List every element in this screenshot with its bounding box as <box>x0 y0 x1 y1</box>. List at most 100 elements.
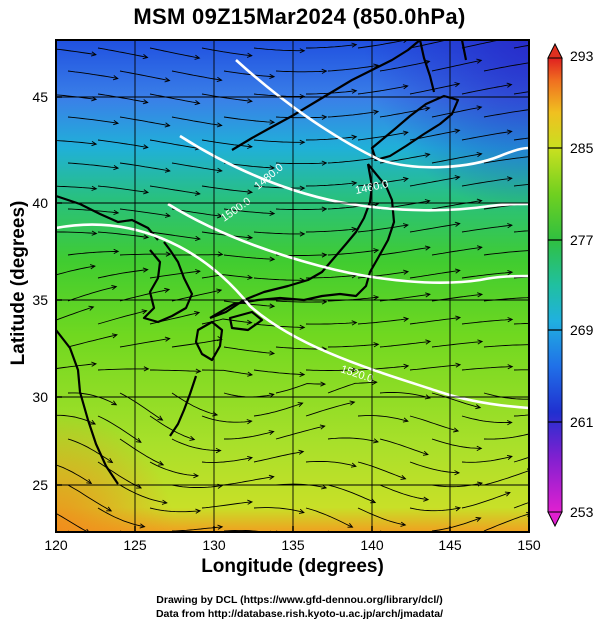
streamline <box>119 70 170 82</box>
streamline-arrow <box>90 51 97 57</box>
streamline <box>201 93 252 102</box>
streamline <box>119 253 171 256</box>
streamline-arrow <box>403 40 408 43</box>
y-tick-label: 45 <box>32 89 48 105</box>
streamline-arrow <box>143 234 150 240</box>
streamline-arrow <box>165 536 170 540</box>
streamline <box>409 507 461 512</box>
streamline-arrow <box>400 474 407 480</box>
streamline-arrow <box>349 400 356 406</box>
streamline <box>253 47 305 52</box>
streamline-arrow <box>90 419 97 425</box>
streamline <box>357 507 406 526</box>
coastline-honshu <box>209 163 396 320</box>
streamline <box>223 529 266 532</box>
streamline <box>67 530 71 532</box>
streamline <box>513 501 529 509</box>
streamline-arrow <box>351 88 358 94</box>
streamline-arrow <box>164 212 171 218</box>
streamline <box>56 48 96 56</box>
streamline <box>253 507 305 514</box>
colorbar-bottom-triangle <box>547 511 563 528</box>
streamline <box>431 392 481 409</box>
streamline <box>357 40 408 49</box>
streamline-arrow <box>247 455 253 462</box>
streamline <box>201 185 253 193</box>
streamline <box>253 277 305 281</box>
streamline <box>327 343 379 348</box>
streamline-arrow <box>194 190 201 196</box>
streamline <box>56 185 97 190</box>
streamline-arrow <box>247 234 254 241</box>
streamline-arrow <box>507 223 513 229</box>
streamline-arrow <box>113 209 120 216</box>
streamline-arrow <box>402 176 409 182</box>
streamline <box>201 457 253 463</box>
streamline-arrow <box>143 366 150 372</box>
streamline-arrow <box>351 180 358 186</box>
streamline <box>483 156 529 164</box>
x-tick-label: 145 <box>438 537 462 553</box>
streamline <box>253 369 305 376</box>
streamline-arrow <box>424 245 431 251</box>
streamline-arrow <box>582 347 587 351</box>
streamline <box>483 513 529 532</box>
streamline <box>513 91 529 95</box>
streamline <box>224 431 274 440</box>
streamline-arrow <box>455 315 462 321</box>
streamline-arrow <box>268 474 275 480</box>
streamline-arrow <box>247 274 254 280</box>
streamline <box>97 139 148 148</box>
streamline <box>461 455 513 463</box>
streamline-arrow <box>373 438 380 444</box>
streamline-arrow <box>425 535 430 539</box>
streamline-arrow <box>321 252 328 258</box>
streamline-arrow <box>320 381 327 387</box>
streamline-arrow <box>194 54 201 60</box>
streamline <box>306 274 357 279</box>
streamline-arrow <box>194 311 201 317</box>
streamline-arrow <box>476 198 483 204</box>
streamline-arrow <box>91 185 98 191</box>
streamline <box>56 94 97 100</box>
streamline-arrow <box>247 143 253 149</box>
streamline-arrow <box>247 98 253 104</box>
colorbar-tick-label: 285 <box>570 140 594 156</box>
streamline-arrow <box>321 68 328 74</box>
streamline <box>513 369 529 371</box>
streamline-arrow <box>373 248 380 254</box>
colorbar-tick-label: 269 <box>570 322 594 338</box>
streamline-arrow <box>142 144 149 150</box>
streamline <box>67 286 117 302</box>
streamline-arrow <box>142 99 149 105</box>
streamline <box>223 208 275 215</box>
streamline-arrow <box>164 336 171 342</box>
streamline-arrow <box>454 470 461 476</box>
streamline-arrow <box>581 531 586 535</box>
streamline-arrow <box>319 424 326 430</box>
streamline <box>305 136 357 141</box>
streamline <box>56 512 89 532</box>
streamline <box>275 116 327 119</box>
streamline <box>327 437 379 443</box>
streamline-arrow <box>454 221 461 227</box>
streamline <box>461 177 512 187</box>
streamline-arrow <box>402 417 409 423</box>
streamline-arrow <box>299 231 306 237</box>
streamline <box>305 228 357 233</box>
streamline-arrow <box>269 73 276 80</box>
streamline <box>149 93 200 104</box>
streamline <box>305 460 357 467</box>
streamline <box>483 109 529 118</box>
streamline <box>357 461 406 480</box>
streamline-arrow <box>321 484 328 490</box>
streamline <box>171 392 218 416</box>
credit-drawing: Drawing by DCL (https://www.gfd-dennou.o… <box>156 594 443 606</box>
streamline <box>379 107 430 118</box>
coastline-ryukyu <box>169 375 198 437</box>
streamline <box>56 306 94 321</box>
streamline-arrow <box>582 111 587 115</box>
streamline-arrow <box>195 508 202 514</box>
x-tick-label: 140 <box>360 537 384 553</box>
